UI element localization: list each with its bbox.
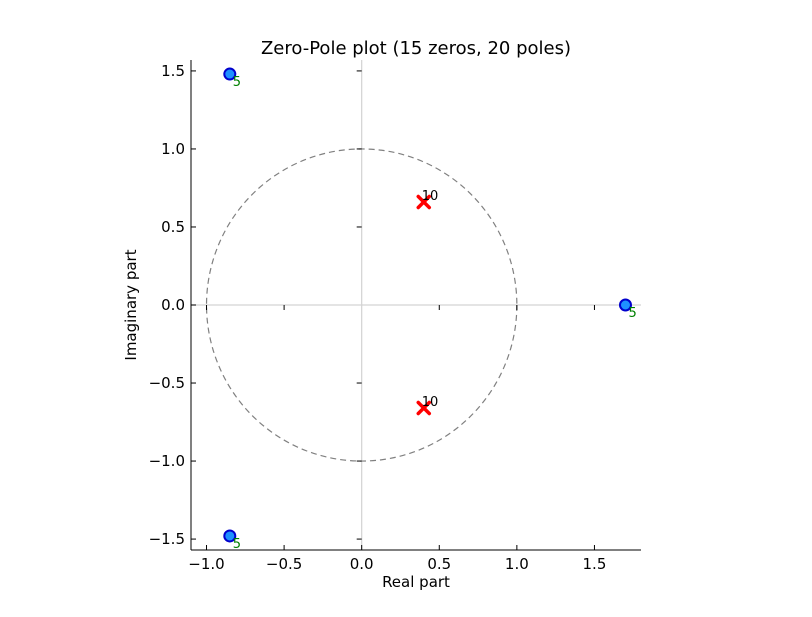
x-axis-label: Real part xyxy=(382,573,450,591)
y-tick-label: −0.5 xyxy=(149,374,185,392)
x-tick-label: 0.5 xyxy=(427,555,451,573)
y-tick-label: −1.0 xyxy=(149,452,185,470)
y-tick-label: 1.5 xyxy=(161,62,185,80)
pole-multiplicity-label: 10 xyxy=(422,189,439,204)
x-tick-label: −1.0 xyxy=(188,555,224,573)
y-tick-label: 0.0 xyxy=(161,296,185,314)
pole-marker xyxy=(416,400,432,416)
x-tick-label: −0.5 xyxy=(266,555,302,573)
zero-marker xyxy=(223,529,237,543)
zero-marker xyxy=(223,67,237,81)
y-tick-label: −1.5 xyxy=(149,530,185,548)
zero-multiplicity-label: 5 xyxy=(233,537,241,552)
pole-stroke xyxy=(416,400,432,416)
y-tick-label: 1.0 xyxy=(161,140,185,158)
y-axis-label: Imaginary part xyxy=(122,249,140,360)
x-tick-label: 1.5 xyxy=(583,555,607,573)
zero-multiplicity-label: 5 xyxy=(233,75,241,90)
plot-area: −1.0 −0.5 0.0 0.5 1.0 1.5 1.5 1.0 0.5 0.0 −0.5 −1.0… xyxy=(149,60,641,573)
y-tick-label: 0.5 xyxy=(161,218,185,236)
pole-marker xyxy=(416,194,432,210)
pole-stroke xyxy=(416,194,432,210)
zero-marker xyxy=(618,298,632,312)
chart-title: Zero-Pole plot (15 zeros, 20 poles) xyxy=(261,38,571,59)
pole-multiplicity-label: 10 xyxy=(422,395,439,410)
zero-multiplicity-label: 5 xyxy=(628,306,636,321)
x-tick-label: 1.0 xyxy=(505,555,529,573)
x-tick-label: 0.0 xyxy=(350,555,374,573)
